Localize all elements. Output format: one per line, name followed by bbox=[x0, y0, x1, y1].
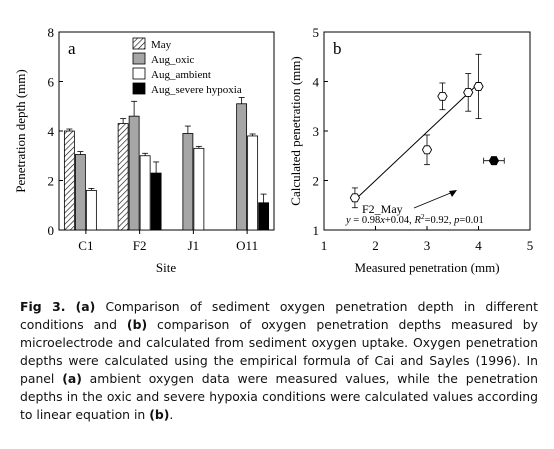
caption-text: Comparison of sediment oxygen penetratio… bbox=[20, 299, 538, 332]
caption-ref-b: (b) bbox=[126, 317, 148, 332]
panel-b-label: b bbox=[333, 39, 342, 58]
y-tick-label: 1 bbox=[313, 223, 320, 238]
caption-text: . bbox=[169, 407, 174, 422]
bar bbox=[247, 135, 259, 231]
bar bbox=[258, 202, 270, 231]
panel-a-y-axis-label: Penetration depth (mm) bbox=[13, 69, 28, 192]
data-point bbox=[421, 145, 433, 155]
panel-a-x-axis-label: Site bbox=[156, 260, 176, 275]
caption-text: ambient oxygen data were measured values… bbox=[20, 371, 538, 422]
data-point-filled bbox=[488, 156, 500, 166]
annotation-arrowhead bbox=[449, 190, 457, 197]
legend-label: Aug_severe hypoxia bbox=[151, 84, 242, 96]
legend-swatch bbox=[132, 67, 146, 80]
bar bbox=[85, 189, 97, 231]
y-tick-label: 4 bbox=[313, 75, 320, 90]
legend-swatch bbox=[132, 37, 146, 50]
regression-equation: y = 0.98x+0.04, R2=0.92, p=0.01 bbox=[345, 212, 484, 226]
figure: a 0 2 4 6 8 C1 F2 J1 O11 May Aug_oxic Aug_ambient… bbox=[13, 25, 533, 275]
y-tick-label: 6 bbox=[48, 75, 55, 90]
legend-swatch bbox=[132, 82, 146, 95]
bar bbox=[150, 172, 162, 231]
bar bbox=[63, 130, 75, 231]
data-point bbox=[473, 82, 484, 91]
figure-caption: Fig 3. (a) Comparison of sediment oxygen… bbox=[20, 298, 538, 424]
y-tick-label: 8 bbox=[48, 25, 55, 40]
bar bbox=[182, 133, 194, 231]
caption-fig-label: Fig 3. bbox=[20, 299, 66, 314]
y-tick-label: 3 bbox=[313, 124, 320, 139]
x-tick-label: O11 bbox=[236, 238, 258, 253]
x-tick-label: 1 bbox=[321, 238, 328, 253]
y-tick-label: 2 bbox=[48, 174, 55, 189]
legend-swatch bbox=[132, 52, 146, 65]
y-tick-label: 2 bbox=[313, 174, 320, 189]
bar bbox=[236, 103, 248, 231]
x-tick-label: F2 bbox=[133, 238, 147, 253]
annotation-arrow bbox=[413, 191, 454, 209]
panel-b-y-axis-label: Calculated penetration (mm) bbox=[288, 56, 303, 205]
x-tick-label: 5 bbox=[527, 238, 534, 253]
y-tick-label: 5 bbox=[313, 25, 320, 40]
x-tick-label: 3 bbox=[424, 238, 431, 253]
x-tick-label: 2 bbox=[372, 238, 379, 253]
bar bbox=[193, 147, 205, 231]
panel-b-x-axis-label: Measured penetration (mm) bbox=[354, 260, 499, 275]
data-point bbox=[437, 91, 448, 101]
bar bbox=[74, 154, 86, 231]
bar bbox=[128, 115, 140, 231]
bar bbox=[139, 155, 151, 231]
annotation-f2-may: F2_May bbox=[362, 202, 403, 216]
caption-text: comparison of oxygen penetration depths … bbox=[20, 317, 538, 386]
legend-label: Aug_ambient bbox=[151, 69, 211, 81]
legend-label: Aug_oxic bbox=[151, 54, 195, 66]
y-tick-label: 0 bbox=[48, 223, 55, 238]
panel-a-bar-chart: a 0 2 4 6 8 C1 F2 J1 O11 May Aug_oxic Aug_ambient… bbox=[13, 25, 275, 275]
caption-ref-b: (b) bbox=[149, 407, 170, 422]
regression-line bbox=[354, 83, 479, 201]
panel-b-scatter-chart: b 1 2 3 4 5 1 2 3 4 5 F2_May y = 0.98x+0.04, R2=… bbox=[288, 25, 533, 275]
x-tick-label: J1 bbox=[188, 238, 200, 253]
x-tick-label: C1 bbox=[78, 238, 93, 253]
legend-label: May bbox=[151, 39, 172, 51]
y-tick-label: 4 bbox=[48, 124, 55, 139]
x-tick-label: 4 bbox=[475, 238, 482, 253]
panel-a-label: a bbox=[68, 39, 76, 58]
caption-ref-a: (a) bbox=[75, 299, 96, 314]
data-point bbox=[463, 87, 474, 97]
caption-ref-a: (a) bbox=[62, 371, 82, 386]
bar bbox=[117, 123, 129, 231]
data-point bbox=[349, 193, 361, 203]
